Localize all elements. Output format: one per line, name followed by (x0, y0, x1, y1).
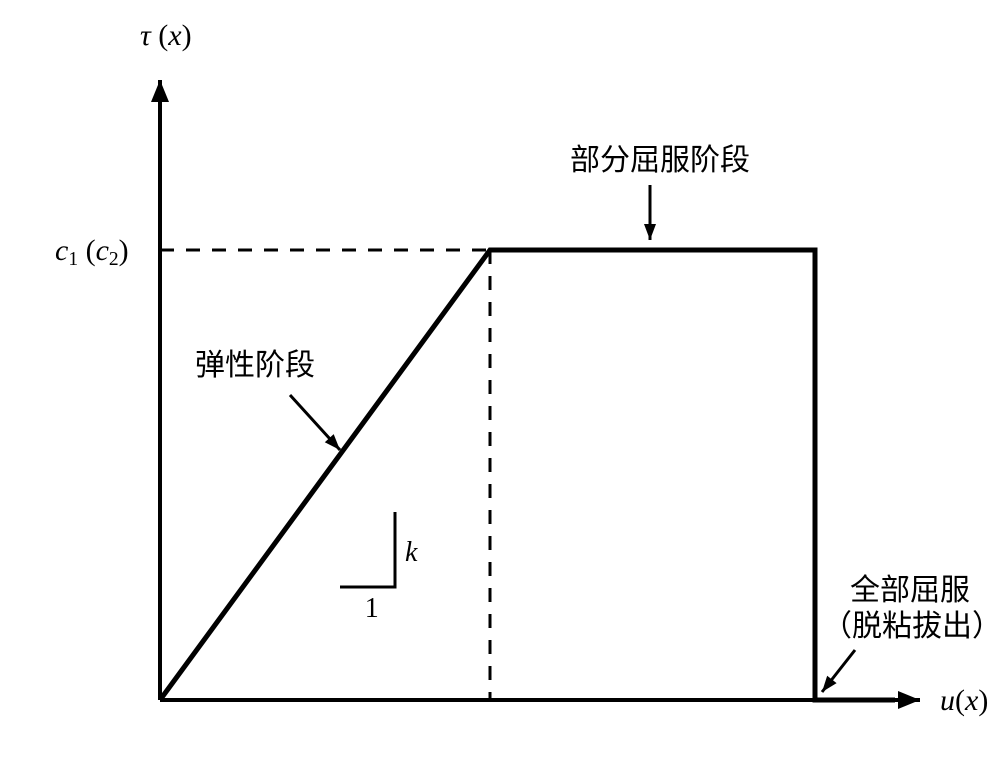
label-elastic: 弹性阶段 (195, 349, 315, 382)
slope-k-label: k (405, 537, 418, 568)
slope-one-label: 1 (365, 593, 379, 624)
bg (0, 0, 1000, 780)
x-axis-title: u(x) (940, 684, 988, 717)
y-axis-title: τ (x) (140, 19, 192, 52)
diagram-canvas: k1τ (x)u(x)c1 (c2)部分屈服阶段弹性阶段全部屈服（脱粘拔出） (0, 0, 1000, 780)
label-partial-yield: 部分屈服阶段 (570, 144, 750, 177)
